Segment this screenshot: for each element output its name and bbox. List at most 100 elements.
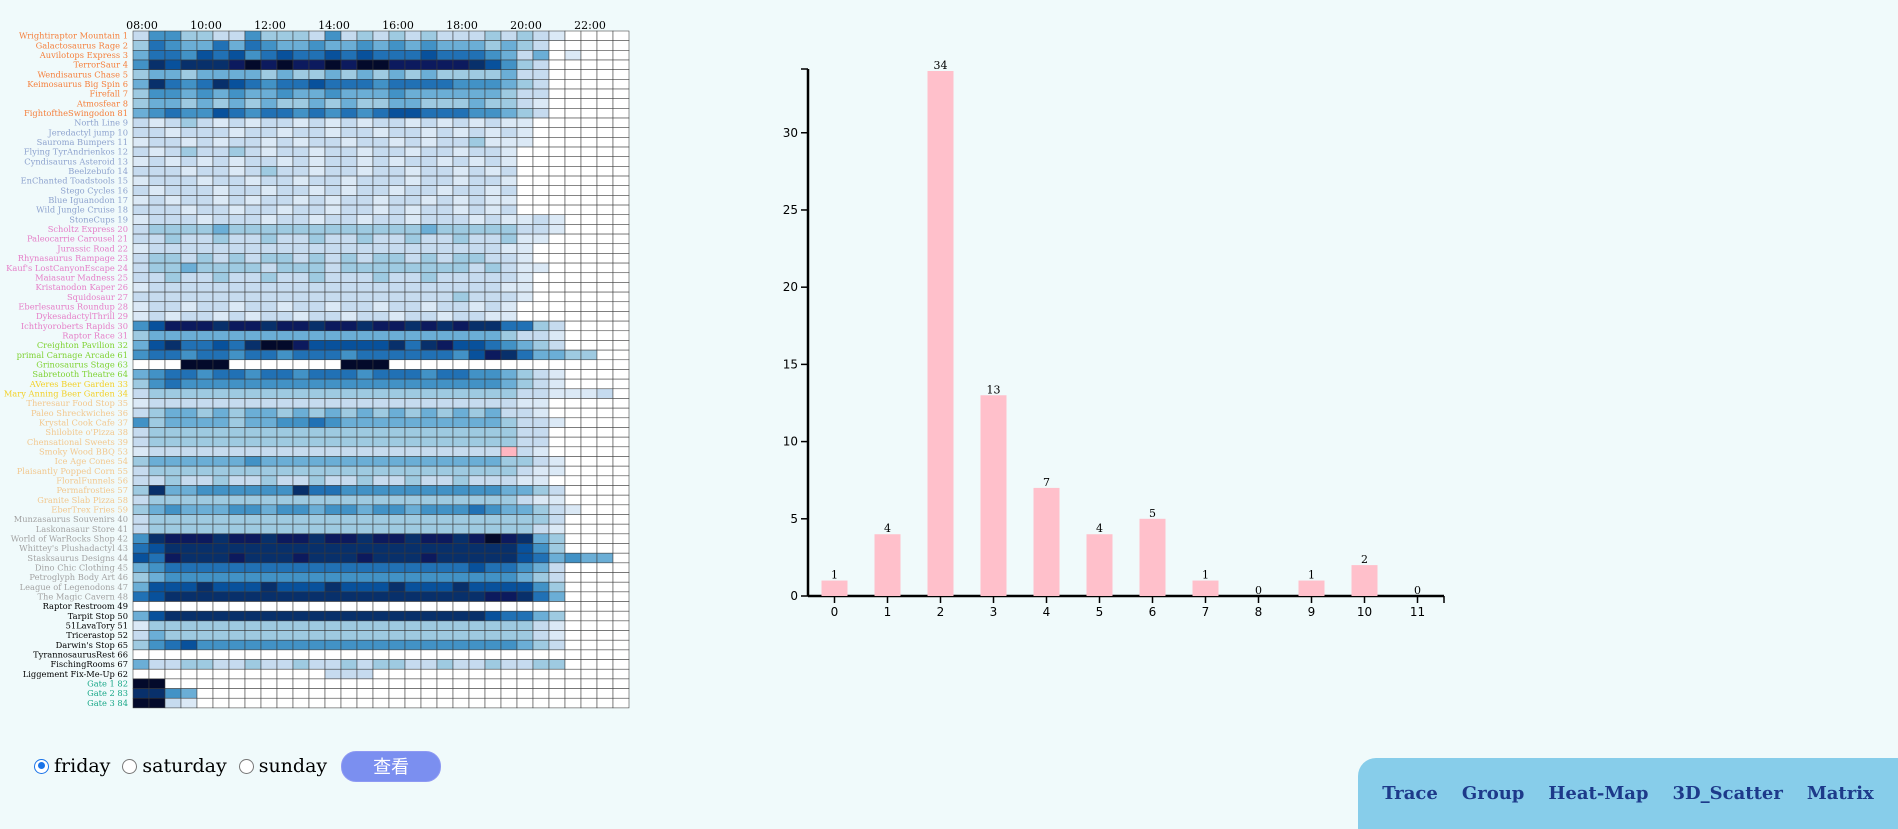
heat-cell[interactable]	[308, 620, 326, 631]
heat-cell[interactable]	[180, 291, 198, 303]
heat-cell[interactable]	[340, 688, 358, 699]
heat-cell[interactable]	[196, 156, 214, 167]
heat-cell[interactable]	[548, 175, 566, 186]
heat-cell[interactable]	[212, 98, 230, 109]
heat-cell[interactable]	[436, 591, 454, 602]
heat-cell[interactable]	[548, 378, 566, 390]
heat-cell[interactable]	[580, 50, 598, 61]
heat-cell[interactable]	[484, 166, 502, 177]
heat-cell[interactable]	[228, 591, 246, 602]
heat-cell[interactable]	[468, 649, 486, 660]
heat-cell[interactable]	[452, 601, 470, 612]
heat-cell[interactable]	[516, 127, 534, 138]
heat-cell[interactable]	[404, 378, 422, 390]
heat-cell[interactable]	[260, 369, 278, 380]
heat-cell[interactable]	[452, 465, 470, 477]
heat-cell[interactable]	[436, 688, 454, 699]
heat-cell[interactable]	[356, 465, 374, 477]
heat-cell[interactable]	[244, 630, 262, 641]
heat-cell[interactable]	[276, 175, 294, 186]
heat-cell[interactable]	[580, 291, 598, 303]
heat-cell[interactable]	[196, 185, 214, 196]
heat-cell[interactable]	[276, 108, 294, 119]
heat-cell[interactable]	[244, 108, 262, 119]
heat-cell[interactable]	[388, 117, 406, 128]
heat-cell[interactable]	[244, 562, 262, 573]
heat-cell[interactable]	[580, 610, 598, 622]
heat-cell[interactable]	[532, 378, 550, 390]
heat-cell[interactable]	[452, 166, 470, 177]
heat-cell[interactable]	[436, 523, 454, 535]
heat-cell[interactable]	[516, 533, 534, 544]
heat-cell[interactable]	[404, 601, 422, 612]
heat-cell[interactable]	[356, 311, 374, 322]
heat-cell[interactable]	[452, 272, 470, 283]
heat-cell[interactable]	[132, 369, 150, 380]
heat-cell[interactable]	[564, 146, 582, 157]
heat-cell[interactable]	[292, 523, 310, 535]
heat-cell[interactable]	[180, 552, 198, 564]
heat-cell[interactable]	[324, 552, 342, 564]
heat-cell[interactable]	[196, 330, 214, 341]
heat-cell[interactable]	[148, 456, 166, 467]
heat-cell[interactable]	[372, 88, 390, 99]
heat-cell[interactable]	[468, 427, 486, 438]
heat-cell[interactable]	[196, 108, 214, 119]
heat-cell[interactable]	[532, 456, 550, 467]
heat-cell[interactable]	[500, 137, 518, 148]
heat-cell[interactable]	[564, 291, 582, 303]
heat-cell[interactable]	[164, 40, 182, 51]
heat-cell[interactable]	[308, 79, 326, 90]
heat-cell[interactable]	[500, 272, 518, 283]
heat-cell[interactable]	[196, 204, 214, 216]
heat-cell[interactable]	[388, 678, 406, 689]
heat-cell[interactable]	[308, 446, 326, 457]
heat-cell[interactable]	[132, 610, 150, 622]
heat-cell[interactable]	[516, 543, 534, 554]
heat-cell[interactable]	[244, 88, 262, 99]
heat-cell[interactable]	[276, 610, 294, 622]
heat-cell[interactable]	[468, 40, 486, 51]
heat-cell[interactable]	[228, 601, 246, 612]
heat-cell[interactable]	[404, 369, 422, 380]
heat-cell[interactable]	[532, 175, 550, 186]
heat-cell[interactable]	[516, 185, 534, 196]
heat-cell[interactable]	[580, 504, 598, 515]
heat-cell[interactable]	[564, 175, 582, 186]
heat-cell[interactable]	[340, 678, 358, 689]
heat-cell[interactable]	[148, 253, 166, 264]
heat-cell[interactable]	[244, 697, 262, 709]
heat-cell[interactable]	[132, 146, 150, 157]
heat-cell[interactable]	[404, 446, 422, 457]
heat-cell[interactable]	[196, 659, 214, 670]
heat-cell[interactable]	[244, 514, 262, 525]
heat-cell[interactable]	[180, 417, 198, 428]
heat-cell[interactable]	[548, 523, 566, 535]
heat-cell[interactable]	[388, 552, 406, 564]
heat-cell[interactable]	[612, 166, 630, 177]
heat-cell[interactable]	[180, 311, 198, 322]
heat-cell[interactable]	[324, 243, 342, 254]
heat-cell[interactable]	[532, 572, 550, 583]
heat-cell[interactable]	[548, 146, 566, 157]
heat-cell[interactable]	[516, 485, 534, 496]
heat-cell[interactable]	[436, 465, 454, 477]
heat-cell[interactable]	[196, 282, 214, 293]
bar[interactable]	[1086, 534, 1113, 596]
heat-cell[interactable]	[340, 446, 358, 457]
heat-cell[interactable]	[404, 572, 422, 583]
heat-cell[interactable]	[180, 253, 198, 264]
heat-cell[interactable]	[596, 30, 614, 41]
heat-cell[interactable]	[420, 688, 438, 699]
heat-cell[interactable]	[372, 243, 390, 254]
heat-cell[interactable]	[548, 69, 566, 80]
heat-cell[interactable]	[532, 233, 550, 245]
heat-cell[interactable]	[324, 407, 342, 419]
heat-cell[interactable]	[324, 601, 342, 612]
heat-cell[interactable]	[500, 417, 518, 428]
heat-cell[interactable]	[420, 262, 438, 274]
heat-cell[interactable]	[324, 311, 342, 322]
heat-cell[interactable]	[596, 446, 614, 457]
heat-cell[interactable]	[292, 533, 310, 544]
heat-cell[interactable]	[148, 398, 166, 409]
